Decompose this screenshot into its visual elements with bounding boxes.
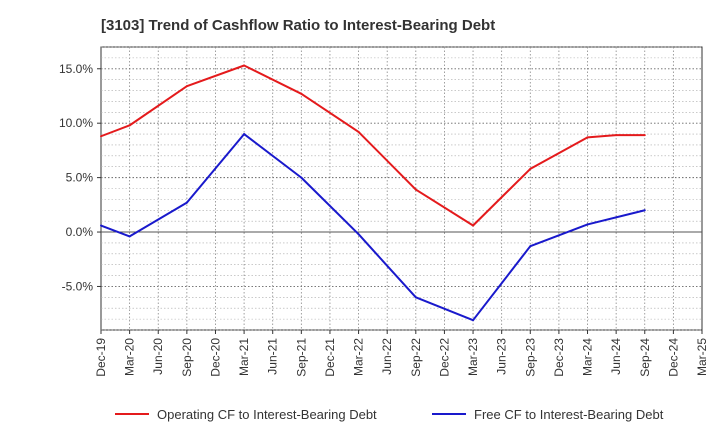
x-tick-label: Mar-20 (123, 338, 137, 376)
data-point (128, 235, 131, 238)
x-tick-label: Mar-25 (695, 338, 709, 376)
x-tick-label: Dec-22 (437, 338, 451, 377)
x-tick-label: Dec-20 (208, 338, 222, 377)
x-tick-label: Dec-23 (552, 338, 566, 377)
series-line-1 (100, 64, 645, 227)
data-point (100, 224, 102, 227)
series-layer (100, 64, 646, 322)
legend-label-2: Free CF to Interest-Bearing Debt (474, 407, 664, 422)
y-tick-label: 5.0% (66, 171, 94, 185)
data-point (414, 188, 417, 191)
x-tick-label: Dec-19 (94, 338, 108, 377)
y-tick-label: 10.0% (59, 116, 93, 130)
plot-area (100, 46, 703, 331)
x-tick-label: Mar-22 (352, 338, 366, 376)
data-point (472, 319, 475, 322)
data-point (529, 245, 532, 248)
x-tick-label: Dec-24 (666, 338, 680, 377)
data-point (300, 92, 303, 95)
x-tick-label: Mar-23 (466, 338, 480, 376)
data-point (185, 85, 188, 88)
data-point (586, 223, 589, 226)
data-point (586, 136, 589, 139)
x-tick-label: Mar-21 (237, 338, 251, 376)
x-tick-label: Jun-22 (380, 338, 394, 375)
x-tick-label: Jun-24 (609, 338, 623, 375)
y-tick-label: 0.0% (66, 225, 94, 239)
y-axis: -5.0% 0.0% 5.0% 10.0% 15.0% (59, 62, 101, 293)
x-tick-label: Sep-24 (638, 338, 652, 377)
x-tick-label: Sep-22 (409, 338, 423, 377)
data-point (243, 133, 246, 136)
data-point (615, 134, 618, 137)
data-point (185, 201, 188, 204)
y-tick-label: 15.0% (59, 62, 93, 76)
x-tick-label: Jun-23 (495, 338, 509, 375)
legend-label-1: Operating CF to Interest-Bearing Debt (157, 407, 377, 422)
x-tick-label: Sep-20 (180, 338, 194, 377)
data-point (300, 176, 303, 179)
x-tick-label: Jun-21 (266, 338, 280, 375)
x-axis: Dec-19 Mar-20 Jun-20 Sep-20 Dec-20 Mar-21 Jun-… (94, 330, 709, 377)
data-point (643, 134, 646, 137)
x-tick-label: Jun-20 (151, 338, 165, 375)
data-point (243, 64, 246, 67)
x-tick-label: Sep-23 (523, 338, 537, 377)
chart-title: [3103] Trend of Cashflow Ratio to Intere… (101, 17, 495, 34)
x-tick-label: Mar-24 (581, 338, 595, 376)
legend: Operating CF to Interest-Bearing Debt Fre… (115, 407, 664, 422)
data-point (100, 135, 102, 138)
x-tick-label: Dec-21 (323, 338, 337, 377)
data-point (643, 209, 646, 212)
data-point (357, 130, 360, 133)
data-point (357, 233, 360, 236)
data-point (128, 124, 131, 127)
data-point (414, 296, 417, 299)
x-tick-label: Sep-21 (294, 338, 308, 377)
data-point (529, 167, 532, 170)
y-tick-label: -5.0% (62, 279, 94, 293)
data-point (472, 224, 475, 227)
